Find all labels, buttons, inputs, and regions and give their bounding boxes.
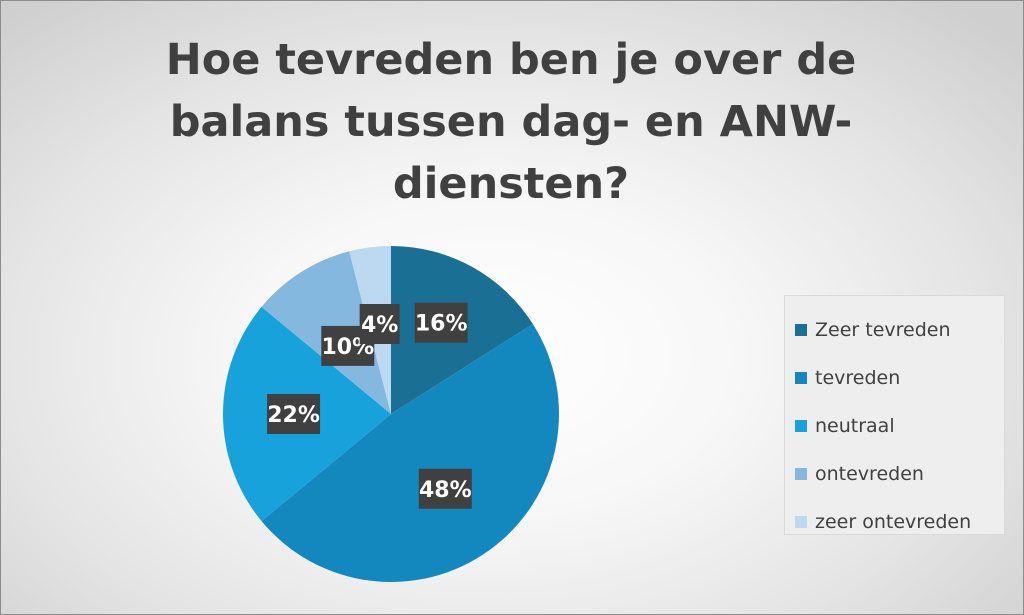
legend-label: tevreden [815,367,901,389]
data-label-zeer-ontevreden: 4% [359,303,400,344]
legend-item-zeer-ontevreden: zeer ontevreden [795,498,1004,546]
data-label-box [267,394,321,434]
legend-swatch [795,420,807,432]
data-label-text: 48% [419,478,472,503]
pie-slice-tevreden [261,323,560,582]
data-label-box [359,303,400,344]
legend-label: zeer ontevreden [815,511,972,533]
legend-item-tevreden: tevreden [795,354,1004,402]
legend-swatch [795,324,807,336]
chart-legend: Zeer tevreden tevreden neutraal ontevreden z… [784,295,1005,535]
data-label-text: 4% [361,313,398,338]
legend-item-zeer-tevreden: Zeer tevreden [795,306,1004,354]
legend-swatch [795,372,807,384]
legend-label: Zeer tevreden [815,319,951,341]
pie-data-labels: 16% 48% 22% 10%4% [267,302,472,509]
chart-title: Hoe tevreden ben je over de balans tusse… [165,35,857,209]
data-label-tevreden: 48% [418,468,472,509]
data-label-zeer-tevreden: 16% [414,302,468,343]
data-label-box [414,302,468,343]
legend-label: neutraal [815,415,895,437]
data-label-ontevreden: 10% [321,325,375,366]
legend-item-ontevreden: ontevreden [795,450,1004,498]
legend-item-neutraal: neutraal [795,402,1004,450]
data-label-text: 22% [267,403,320,428]
data-label-box [418,468,472,509]
legend-swatch [795,468,807,480]
legend-label: ontevreden [815,463,924,485]
data-label-neutraal: 22% [267,394,321,434]
legend-swatch [795,516,807,528]
data-label-text: 16% [415,312,468,337]
